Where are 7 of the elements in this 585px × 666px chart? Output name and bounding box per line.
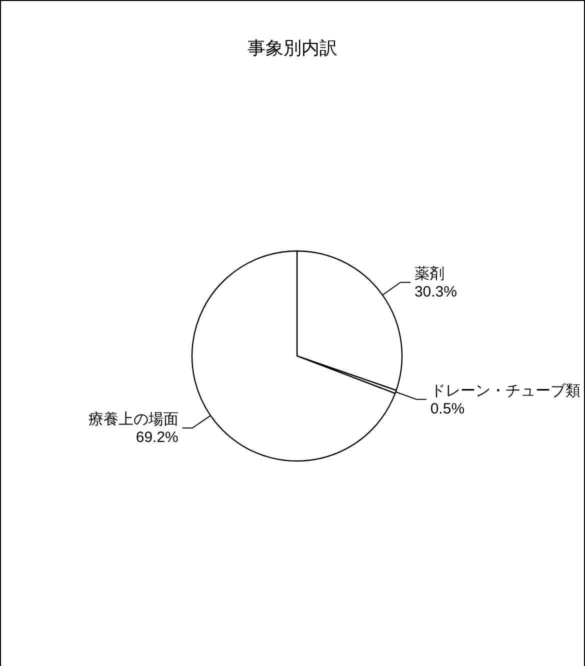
slice-label: ドレーン・チューブ類 (430, 382, 580, 400)
data-label: 69.2% (136, 429, 178, 446)
data-label: 30.3% (414, 283, 457, 300)
data-label: 0.5% (430, 400, 465, 418)
slice-label: 薬剤 (414, 265, 444, 282)
chart-title: 事象別内訳 (248, 38, 338, 58)
slice-label: 療養上の場面 (88, 411, 178, 428)
